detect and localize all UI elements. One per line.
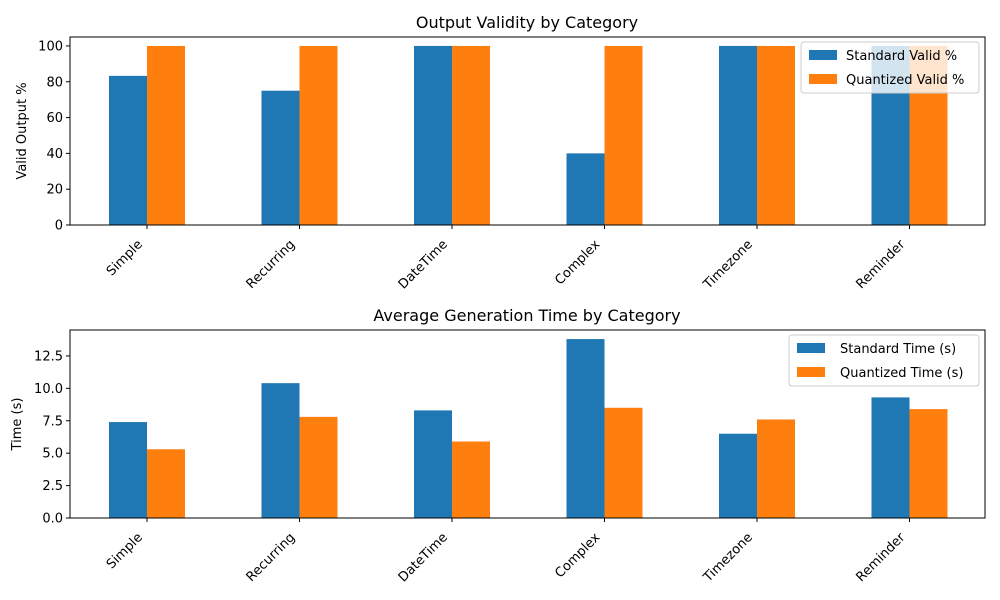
x-tick-label: DateTime: [396, 237, 451, 292]
y-tick-label: 80: [46, 75, 63, 90]
legend-label-quantized: Quantized Valid %: [846, 73, 964, 88]
x-tick-label: Timezone: [700, 237, 756, 293]
bar-quantized-reminder: [909, 409, 948, 518]
y-axis-label: Valid Output %: [15, 82, 30, 179]
bar-standard-datetime: [414, 45, 452, 226]
legend-swatch-quantized: [797, 367, 825, 377]
y-tick-label: 7.5: [42, 414, 63, 429]
bar-standard-timezone: [719, 433, 757, 518]
y-tick-label: 100: [38, 39, 63, 54]
x-tick-label: Reminder: [853, 530, 908, 585]
legend: Standard Time (s) Quantized Time (s): [788, 334, 980, 387]
bar-standard-datetime: [414, 410, 452, 518]
legend: Standard Valid % Quantized Valid %: [800, 41, 980, 94]
legend-box: [800, 41, 980, 94]
bar-standard-simple: [109, 75, 147, 225]
y-tick-label: 20: [46, 183, 63, 198]
y-tick-label: 60: [46, 111, 63, 126]
x-tick-label: Complex: [552, 530, 603, 581]
y-axis-label: Time (s): [10, 398, 25, 452]
bar-standard-complex: [566, 153, 605, 225]
x-tick-label: Simple: [104, 237, 146, 279]
bar-quantized-recurring: [299, 416, 338, 518]
x-tick-label: Recurring: [244, 237, 299, 292]
x-tick-label: Simple: [104, 530, 146, 572]
legend-label-quantized: Quantized Time (s): [840, 366, 963, 381]
x-tick-label: Complex: [552, 237, 603, 288]
bar-standard-complex: [566, 339, 605, 518]
y-ticks-group: 0.0 2.5 5.0 7.5 10.0 12.5: [34, 349, 70, 527]
plot-frame: [69, 36, 986, 226]
x-tick-label: Reminder: [853, 237, 908, 292]
y-ticks-group: 0 20 40 60 80 100: [38, 39, 70, 234]
bars-group: [109, 339, 948, 518]
bar-quantized-complex: [604, 407, 643, 518]
x-ticks-group: Simple Recurring DateTime Complex Timezone Re…: [104, 518, 910, 586]
legend-label-standard: Standard Time (s): [840, 342, 956, 357]
bar-standard-simple: [109, 422, 147, 518]
legend-swatch-standard: [809, 50, 837, 60]
x-tick-label: Recurring: [244, 530, 299, 585]
y-tick-label: 0: [55, 219, 63, 234]
y-tick-label: 12.5: [34, 349, 63, 364]
y-tick-label: 2.5: [42, 479, 63, 494]
bar-quantized-simple: [147, 449, 185, 518]
legend-swatch-quantized: [809, 74, 837, 84]
legend-swatch-standard: [797, 343, 825, 353]
chart-title: Average Generation Time by Category: [373, 306, 680, 325]
plot-frame: [69, 329, 986, 519]
bar-quantized-simple: [147, 45, 185, 226]
chart-output-validity: Output Validity by Category Valid Output…: [15, 13, 986, 293]
bars-group: [109, 45, 948, 226]
y-tick-label: 10.0: [34, 382, 63, 397]
bar-quantized-timezone: [757, 45, 795, 226]
y-tick-label: 5.0: [42, 447, 63, 462]
bar-quantized-datetime: [452, 45, 490, 226]
bar-quantized-timezone: [757, 419, 795, 518]
y-tick-label: 40: [46, 147, 63, 162]
chart-title: Output Validity by Category: [416, 13, 638, 32]
chart-generation-time: Average Generation Time by Category Time…: [10, 306, 986, 586]
bar-standard-recurring: [261, 383, 300, 518]
x-ticks-group: Simple Recurring DateTime Complex Timezone Re…: [104, 225, 910, 293]
x-tick-label: Timezone: [700, 530, 756, 586]
legend-box: [788, 334, 980, 387]
y-tick-label: 0.0: [42, 512, 63, 527]
bar-quantized-complex: [604, 45, 643, 226]
bar-quantized-datetime: [452, 441, 490, 518]
bar-standard-recurring: [261, 90, 300, 225]
legend-label-standard: Standard Valid %: [846, 49, 957, 64]
bar-quantized-recurring: [299, 45, 338, 226]
bar-standard-timezone: [719, 45, 757, 226]
x-tick-label: DateTime: [396, 530, 451, 585]
bar-standard-reminder: [871, 397, 910, 518]
